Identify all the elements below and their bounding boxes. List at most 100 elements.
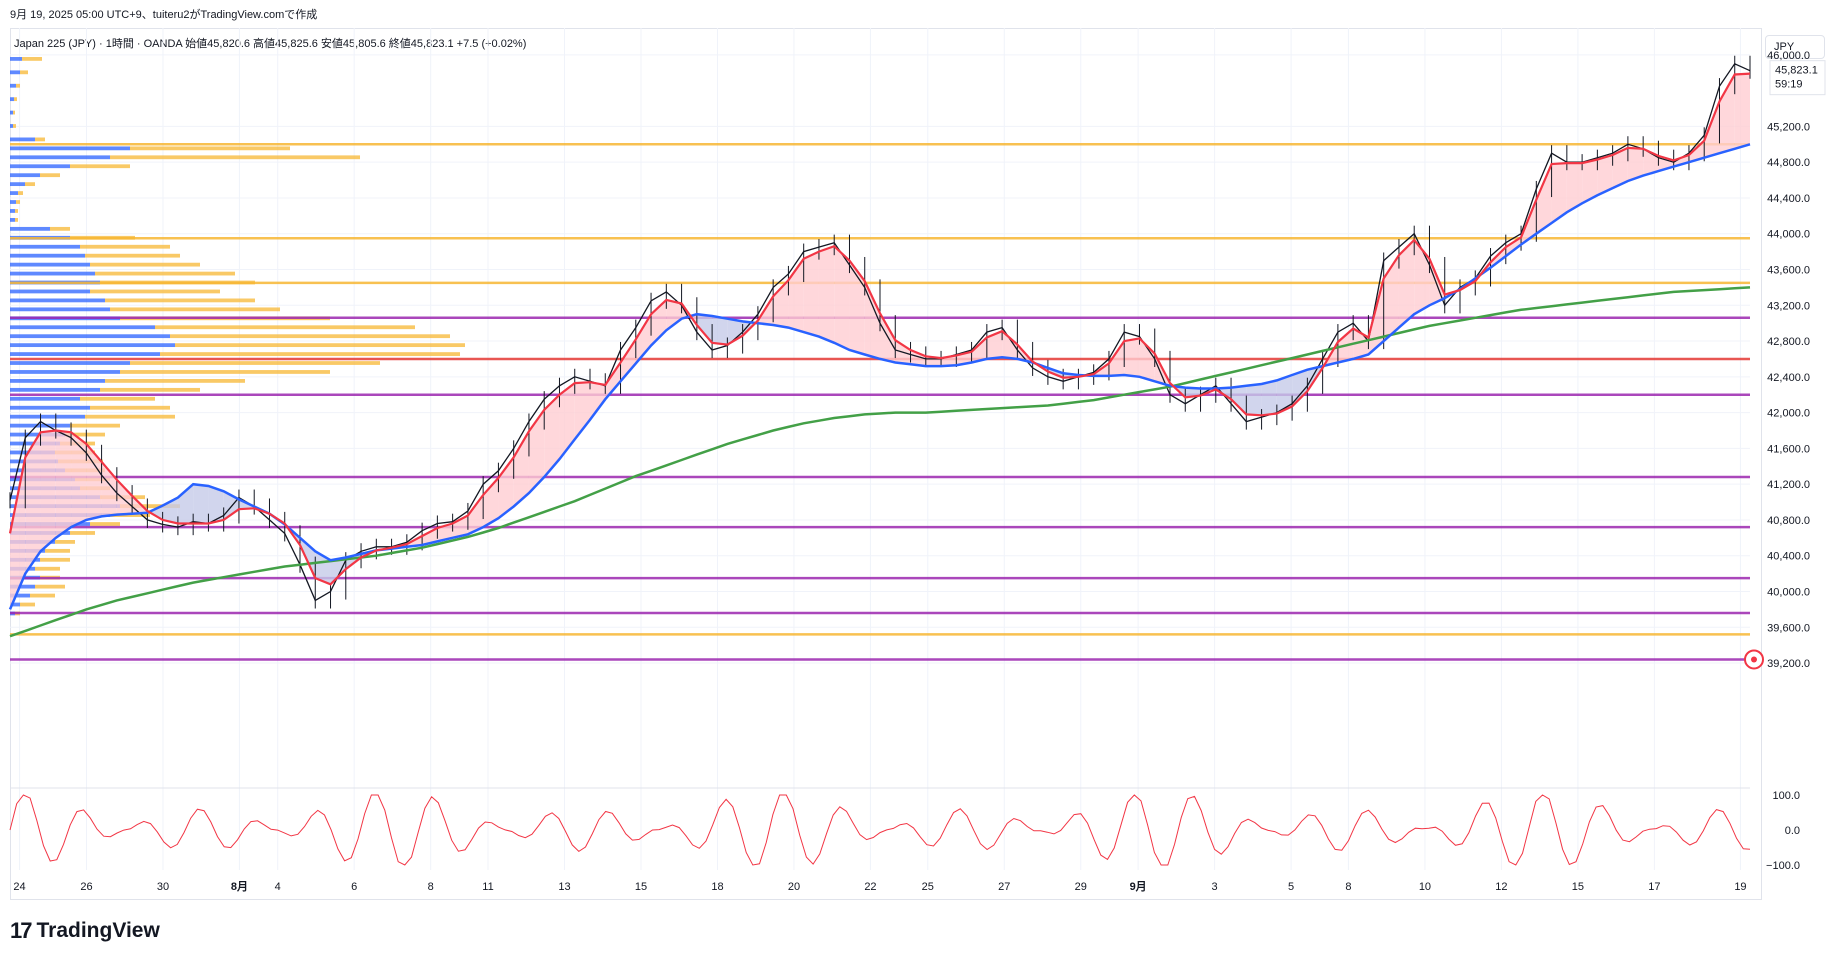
vp-buy-bar-7 (10, 146, 130, 151)
time-tick-label: 9月 (1130, 880, 1147, 893)
ribbon-fill-33 (513, 431, 529, 507)
ribbon-fill-45 (696, 314, 713, 343)
vp-buy-bar-5 (10, 124, 13, 128)
time-axis: 24 26 30 8月 4 6 8 11 13 15 18 20 22 25 27 29 9月 3 5 8 10 12 15… (13, 880, 1746, 893)
vp-sell-bar-56 (35, 584, 65, 589)
horizontal-levels (10, 143, 1750, 661)
vp-sell-bar-14 (15, 209, 18, 213)
time-tick-label: 17 (1648, 881, 1660, 893)
time-tick-label: 13 (558, 881, 570, 893)
ema-red-line (8, 72, 1751, 586)
tradingview-logo[interactable]: 17 TradingView (10, 918, 160, 944)
time-tick-label: 8月 (231, 880, 248, 893)
vp-sell-bar-30 (160, 352, 460, 356)
ribbon-fill-38 (590, 382, 606, 420)
vp-buy-bar-39 (10, 432, 65, 437)
vp-buy-bar-29 (10, 343, 175, 348)
vp-buy-bar-33 (10, 379, 105, 383)
vp-sell-bar-49 (90, 522, 120, 526)
time-tick-label: 6 (351, 881, 357, 893)
vp-sell-bar-29 (175, 343, 465, 348)
price-tick-label: 44,800.0 (1767, 157, 1810, 169)
vp-sell-bar-19 (85, 253, 180, 258)
ribbon-fill-29 (452, 515, 468, 538)
vp-sell-bar-47 (120, 504, 180, 509)
ribbon-fill-9 (147, 505, 163, 520)
ribbon-fill-32 (498, 457, 514, 519)
currency-selector[interactable]: JPY (1765, 35, 1825, 59)
price-tick-label: 42,800.0 (1767, 336, 1810, 348)
volume-profile (10, 57, 465, 616)
ribbon-fill-3 (55, 430, 72, 538)
ribbon-fill-83 (1276, 375, 1293, 414)
ribbon-fill-110 (1688, 140, 1705, 163)
bar-countdown-label: 59:19 (1775, 79, 1803, 91)
oscillator-tick-label: 0.0 (1785, 825, 1800, 837)
vp-buy-bar-10 (10, 173, 40, 178)
last-price-tag (1769, 60, 1826, 96)
ribbon-fill-105 (1612, 147, 1628, 189)
price-tick-label: 41,600.0 (1767, 443, 1810, 455)
vp-buy-bar-27 (10, 325, 155, 330)
moving-averages (8, 72, 1751, 638)
ribbon-fill-47 (727, 318, 743, 345)
ribbon-fill-100 (1536, 163, 1552, 234)
vp-buy-bar-1 (10, 70, 20, 75)
vp-buy-bar-15 (10, 218, 15, 222)
ribbon-fill-4 (71, 432, 87, 528)
ribbon-fill-53 (818, 246, 835, 343)
vp-sell-bar-23 (90, 289, 220, 294)
vp-sell-bar-6 (35, 137, 45, 142)
vp-sell-bar-8 (110, 155, 360, 160)
vp-sell-bar-28 (170, 334, 450, 339)
vp-buy-bar-20 (10, 262, 90, 267)
price-axis: 46,000.0 45,200.0 44,800.0 44,400.0 44,000.0… (1767, 50, 1810, 670)
ribbon-fill-72 (1108, 341, 1125, 376)
ribbon-fill-51 (788, 258, 804, 333)
vp-sell-bar-50 (70, 531, 95, 535)
time-tick-label: 18 (711, 881, 723, 893)
vp-sell-bar-58 (20, 602, 35, 607)
price-tags: 45,823.1 59:19 (1744, 60, 1826, 670)
vp-buy-bar-34 (10, 387, 100, 392)
vp-buy-bar-6 (10, 137, 35, 142)
vp-sell-bar-57 (30, 593, 55, 598)
vp-buy-bar-9 (10, 164, 70, 169)
tradingview-logo-icon: 17 (10, 918, 33, 943)
ribbon-fill-43 (666, 299, 682, 331)
ribbon-fill-65 (1002, 331, 1018, 359)
vp-buy-bar-57 (10, 593, 30, 598)
chart-frame (10, 28, 1762, 900)
ribbon-fill-7 (116, 479, 133, 515)
ribbon-fill-106 (1627, 147, 1644, 181)
time-tick-label: 29 (1075, 881, 1087, 893)
vp-sell-bar-51 (55, 540, 75, 544)
vp-sell-bar-4 (13, 110, 15, 115)
time-tick-label: 27 (998, 881, 1010, 893)
vp-sell-bar-53 (40, 557, 70, 562)
ribbon-fill-46 (712, 316, 728, 345)
vp-sell-bar-11 (25, 182, 35, 187)
price-tick-label: 40,000.0 (1767, 587, 1810, 599)
time-tick-label: 3 (1212, 881, 1218, 893)
vp-buy-bar-36 (10, 405, 90, 410)
brand-name: TradingView (36, 919, 160, 942)
vp-buy-bar-12 (10, 191, 18, 195)
vp-sell-bar-12 (18, 191, 23, 195)
oscillator-pane: 100.0 0.0 −100.0 (9, 787, 1800, 872)
ribbon-fill-35 (544, 394, 560, 478)
ribbon-fill-39 (605, 362, 621, 400)
vp-sell-bar-1 (20, 70, 28, 75)
vp-buy-bar-30 (10, 352, 160, 356)
vp-buy-bar-4 (10, 110, 13, 115)
ribbon-fill-74 (1139, 338, 1155, 382)
vp-buy-bar-14 (10, 209, 15, 213)
price-tick-label: 39,600.0 (1767, 622, 1810, 634)
vp-buy-bar-37 (10, 414, 85, 419)
vp-sell-bar-54 (35, 566, 60, 571)
vp-buy-bar-18 (10, 244, 80, 249)
time-tick-label: 19 (1734, 881, 1746, 893)
price-tick-label: 42,000.0 (1767, 408, 1810, 420)
ribbon-fill-104 (1597, 155, 1613, 196)
